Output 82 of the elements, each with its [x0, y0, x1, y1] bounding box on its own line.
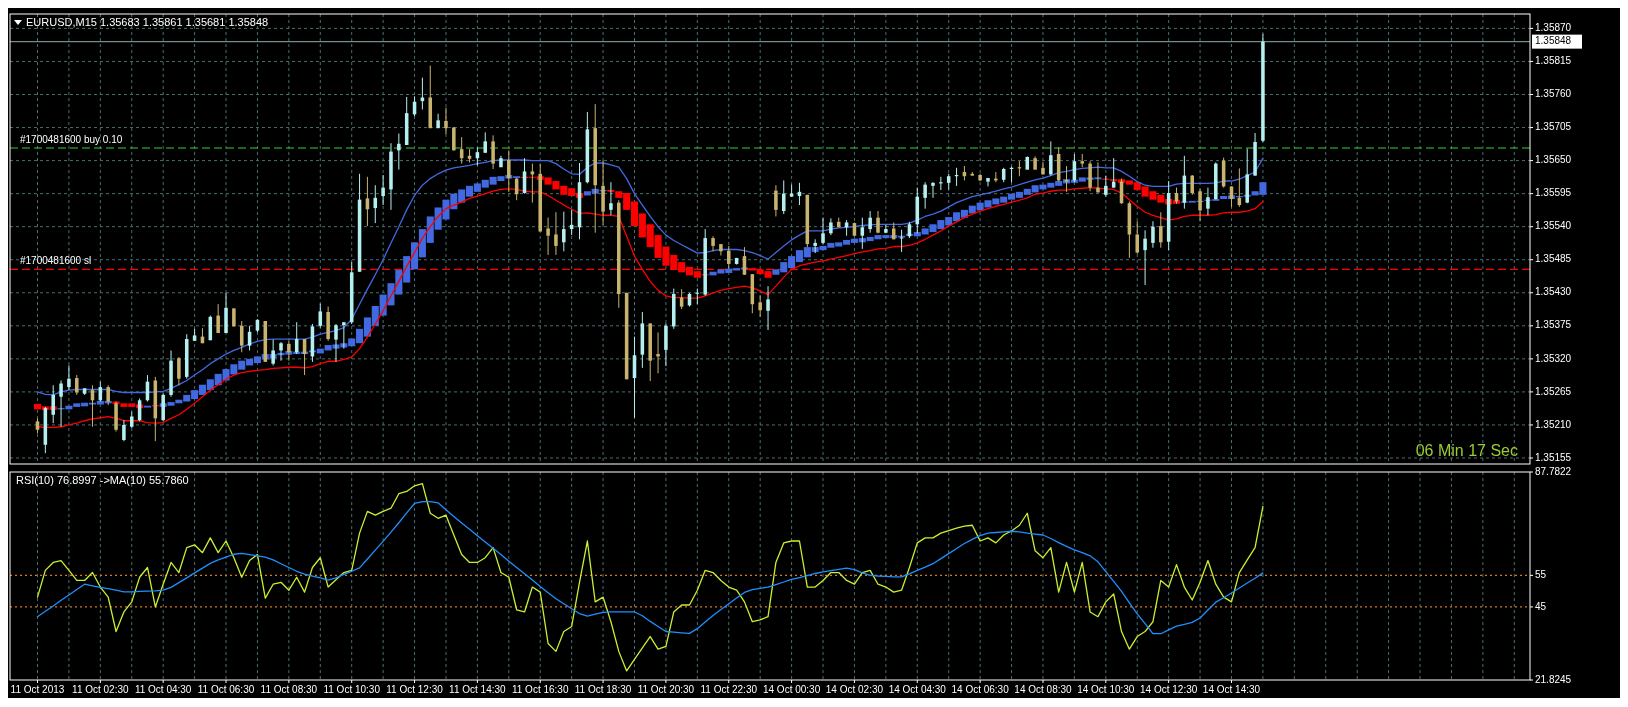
y-tick-label: 1.35375 — [1535, 319, 1572, 331]
candlestick — [656, 331, 660, 374]
y-tick-label: 1.35430 — [1535, 286, 1572, 298]
candlestick — [1041, 161, 1045, 175]
x-tick-label: 11 Oct 08:30 — [260, 684, 318, 695]
chart-title: RSI(10) 76.8997 ->MA(10) 55.7860 — [16, 474, 189, 486]
x-tick-label: 11 Oct 02:30 — [72, 684, 130, 695]
candlestick — [719, 243, 723, 257]
y-tick-label: 1.35320 — [1535, 352, 1572, 364]
candlestick — [939, 176, 943, 191]
y-tick-label: 1.35595 — [1535, 187, 1572, 199]
ref-line-label: #1700481600 sl — [20, 255, 92, 267]
candlestick — [711, 235, 715, 252]
candlestick — [562, 211, 566, 252]
candlestick — [923, 181, 927, 210]
y-tick-label: 1.35705 — [1535, 121, 1572, 133]
candlestick — [868, 210, 872, 234]
candlestick — [75, 374, 79, 396]
candlestick — [546, 217, 550, 256]
x-tick-label: 11 Oct 20:30 — [637, 684, 695, 695]
candlestick — [483, 131, 488, 154]
candlestick — [766, 285, 770, 331]
y-tick-label: 1.35485 — [1535, 253, 1572, 265]
x-tick-label: 11 Oct 10:30 — [323, 684, 381, 695]
candlestick — [1064, 165, 1069, 193]
y-tick-label: 1.35540 — [1535, 220, 1572, 232]
candlestick — [758, 294, 762, 318]
ref-line-label: 1.35848 — [1535, 35, 1572, 47]
y-tick-label: 1.35815 — [1535, 55, 1572, 67]
candlestick — [931, 181, 935, 199]
y-tick-label: 1.35265 — [1535, 385, 1572, 397]
candlestick — [1143, 229, 1147, 286]
candlestick — [781, 179, 786, 215]
x-tick-label: 11 Oct 16:30 — [511, 684, 569, 695]
ref-line-label: #1700481600 buy 0.10 — [20, 133, 123, 145]
y-tick-label: 1.35650 — [1535, 154, 1572, 166]
x-tick-label: 14 Oct 12:30 — [1140, 684, 1198, 695]
x-tick-label: 11 Oct 12:30 — [386, 684, 444, 695]
candlestick — [216, 303, 220, 334]
y-tick-label: 55 — [1535, 569, 1547, 581]
y-tick-label: 21.8245 — [1535, 673, 1572, 685]
y-tick-label: 1.35870 — [1535, 22, 1572, 34]
chart-title: EURUSD,M15 1.35683 1.35861 1.35681 1.35848 — [26, 16, 269, 28]
x-tick-label: 11 Oct 18:30 — [574, 684, 632, 695]
candlestick — [554, 211, 558, 256]
y-tick-label: 1.35155 — [1535, 451, 1572, 463]
x-tick-label: 11 Oct 2013 — [10, 684, 65, 695]
candlestick — [1151, 220, 1155, 249]
candlestick — [1135, 220, 1139, 255]
candlestick — [177, 356, 181, 386]
text: 06 Min 17 Sec — [1415, 442, 1518, 459]
y-tick-label: 45 — [1535, 600, 1547, 612]
x-tick-label: 11 Oct 22:30 — [700, 684, 758, 695]
x-tick-label: 11 Oct 06:30 — [197, 684, 255, 695]
candlestick — [884, 224, 888, 234]
x-tick-label: 14 Oct 08:30 — [1014, 684, 1073, 695]
x-tick-label: 14 Oct 14:30 — [1202, 684, 1261, 695]
x-tick-label: 14 Oct 04:30 — [888, 684, 947, 695]
candlestick — [821, 217, 825, 245]
candlestick — [444, 107, 448, 135]
x-tick-label: 14 Oct 10:30 — [1077, 684, 1135, 695]
candlestick — [397, 133, 401, 171]
candlestick — [774, 184, 778, 217]
x-tick-label: 14 Oct 06:30 — [951, 684, 1010, 695]
y-tick-label: 1.35210 — [1535, 418, 1572, 430]
candlestick — [1049, 140, 1053, 177]
candlestick — [122, 419, 126, 442]
y-tick-label: 1.35760 — [1535, 88, 1572, 100]
x-tick-label: 11 Oct 14:30 — [449, 684, 507, 695]
candlestick — [1190, 174, 1194, 196]
line-series — [36, 500, 1264, 635]
x-tick-label: 14 Oct 02:30 — [825, 684, 884, 695]
candlestick — [1159, 211, 1163, 249]
candlestick — [67, 364, 71, 391]
candlestick — [381, 174, 385, 206]
candlestick — [986, 177, 990, 187]
candlestick — [334, 323, 338, 363]
y-tick-label: 87.7822 — [1535, 465, 1572, 477]
x-tick-label: 14 Oct 00:30 — [762, 684, 821, 695]
candlestick — [491, 134, 495, 170]
candlestick — [726, 245, 731, 270]
x-tick-label: 11 Oct 04:30 — [134, 684, 192, 695]
